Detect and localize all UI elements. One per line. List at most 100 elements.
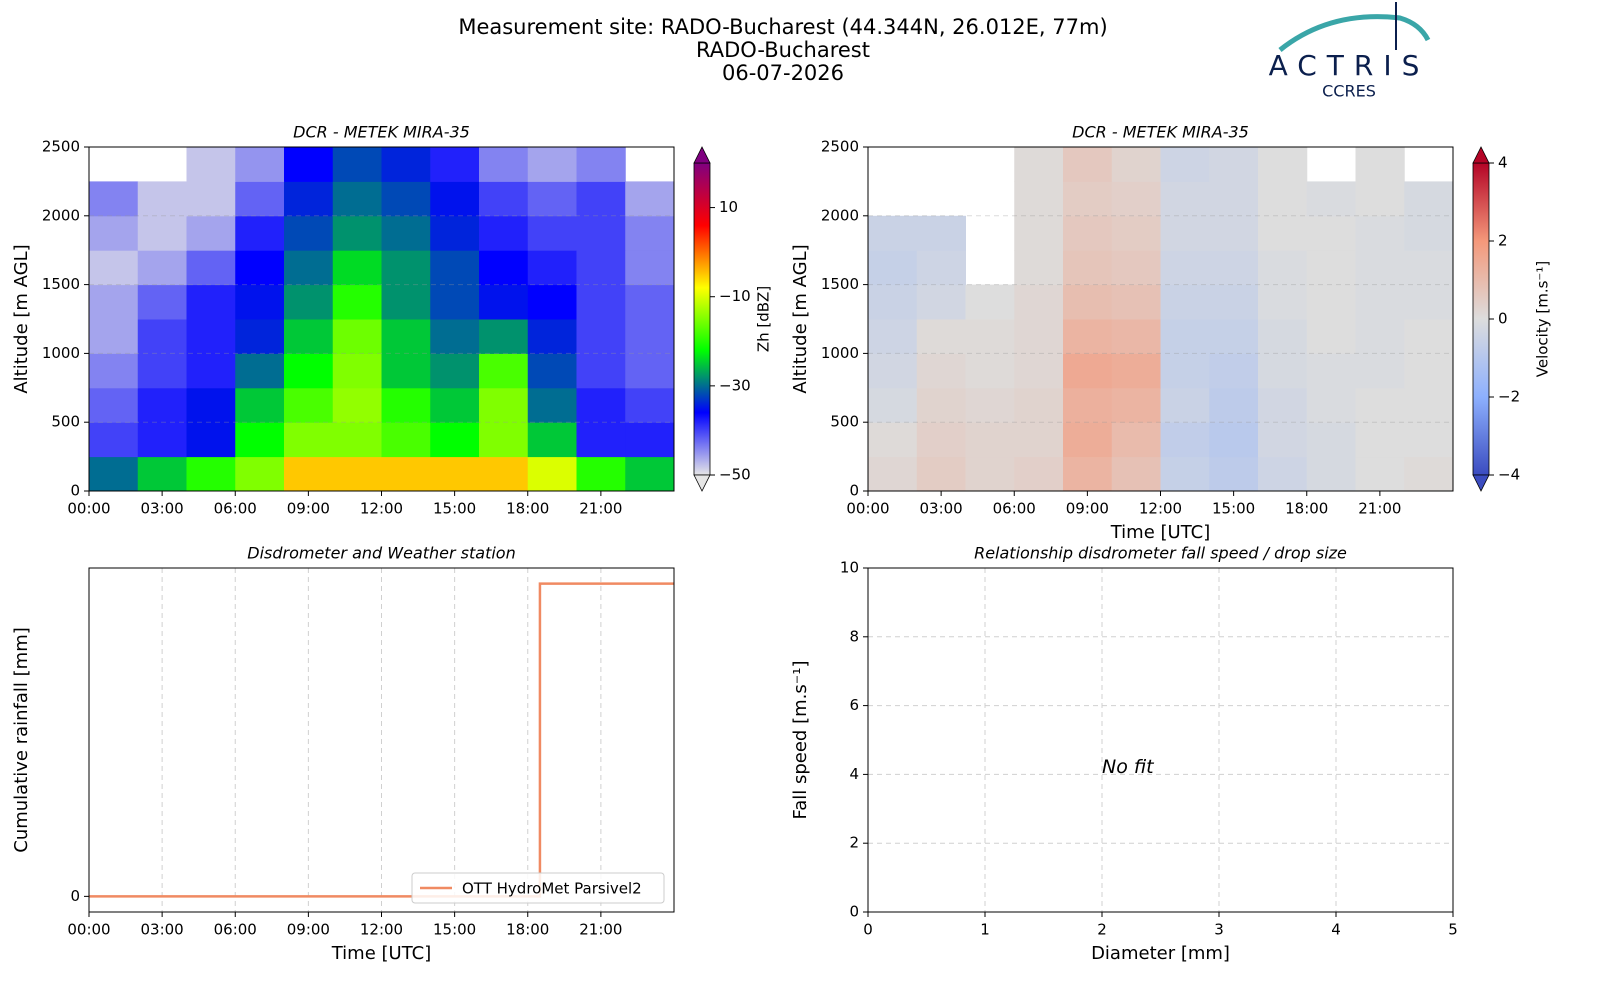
plot-frame [867,146,1454,492]
heat-cell [284,181,334,217]
heat-cell [89,387,139,423]
colorbar-tick-label: −10 [719,287,751,305]
colorbar-tick-label: −50 [719,466,751,484]
figure-title: RADO-Bucharest [696,38,870,62]
x-tick-label: 09:00 [1066,500,1109,518]
y-axis-label: Altitude [m AGL] [790,244,811,393]
plot-frame [88,567,675,913]
panel-title: Relationship disdrometer fall speed / dr… [974,544,1347,563]
heat-cell [916,250,966,286]
heat-cell [137,215,187,251]
x-tick-label: 21:00 [1358,500,1401,518]
heat-cell [1014,284,1064,320]
heat-cell [625,422,675,458]
heat-cell [916,284,966,320]
heat-cell [576,456,626,492]
heat-cell [1258,387,1308,423]
heat-cell [186,181,236,217]
heat-cell [527,147,577,182]
panel-title: DCR - METEK MIRA-35 [1072,123,1249,142]
heat-cell [430,456,480,492]
heat-cell [1355,353,1405,389]
heat-cell [576,387,626,423]
heat-cell [186,250,236,286]
logo-sub: CCRES [1322,82,1376,101]
heat-cell [1014,456,1064,492]
heat-cell [1014,353,1064,389]
heat-cell [284,147,334,182]
y-axis-label: Fall speed [m.s⁻¹] [790,661,811,820]
heat-cell [235,181,285,217]
heat-cell [576,250,626,286]
heat-cell [1306,250,1356,286]
heat-cell [1063,456,1113,492]
heat-cell [1306,387,1356,423]
heat-cell [625,181,675,217]
heat-cell [527,181,577,217]
heat-cell [1063,422,1113,458]
heat-cell [1404,284,1454,320]
heat-cell [1063,250,1113,286]
heat-cell [381,250,431,286]
heat-cell [965,422,1015,458]
heat-cell [430,215,480,251]
heat-cell [916,387,966,423]
heat-cell [1209,319,1259,354]
heat-cell [186,353,236,389]
heat-cell [1014,387,1064,423]
series-line [89,582,674,898]
heat-cell [1355,181,1405,217]
heat-cell [381,353,431,389]
heat-cell [137,181,187,217]
heat-cell [1258,319,1308,354]
heat-cell [381,456,431,492]
heat-cell [625,319,675,354]
heat-cell [1209,353,1259,389]
heat-cell [1355,215,1405,251]
heat-cell [1306,215,1356,251]
heat-cell [1355,147,1405,182]
y-tick-label: 2 [849,834,859,852]
heat-cell [479,215,529,251]
heat-cell [1160,181,1210,217]
heat-cell [1209,456,1259,492]
heat-cell [137,250,187,286]
heat-cell [965,456,1015,492]
heat-cell [235,387,285,423]
heat-cell [137,456,187,492]
heat-cell [1209,250,1259,286]
heat-cell [1306,353,1356,389]
heat-cell [1160,250,1210,286]
heat-cell [965,319,1015,354]
heat-cell [430,147,480,182]
heat-cell [1014,147,1064,182]
heat-cell [576,319,626,354]
heat-cell [1014,250,1064,286]
panel-title: Disdrometer and Weather station [247,544,515,563]
heat-cell [868,319,918,354]
heat-cell [430,387,480,423]
heat-cell [284,422,334,458]
x-tick-label: 06:00 [993,500,1036,518]
heat-cell [186,422,236,458]
heat-cell [1014,319,1064,354]
panel-title: DCR - METEK MIRA-35 [293,123,470,142]
x-axis-label: Diameter [mm] [1091,943,1230,964]
x-tick-label: 1 [980,921,990,939]
heat-cell [1160,456,1210,492]
heat-cell [186,456,236,492]
heat-cell [186,319,236,354]
heat-cell [965,353,1015,389]
heat-cell [1063,319,1113,354]
heat-cell [332,181,382,217]
heat-cell [527,250,577,286]
heat-cell [868,215,918,251]
plot-area [868,568,1453,912]
heat-cell [1111,456,1161,492]
heat-cell [284,284,334,320]
heat-cell [527,422,577,458]
colorbar-label: Zh [dBZ] [755,286,773,352]
heat-cell [235,456,285,492]
heat-cell [332,319,382,354]
x-tick-label: 4 [1331,921,1341,939]
